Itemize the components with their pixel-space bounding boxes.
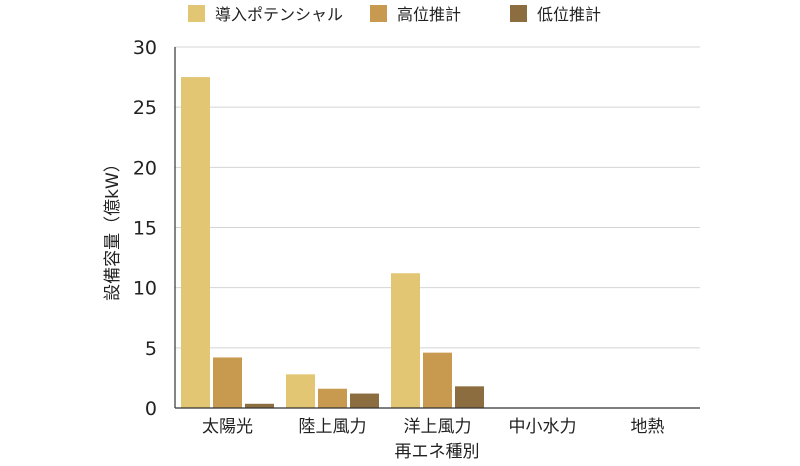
bar [286, 374, 315, 408]
legend-label: 導入ポテンシャル [215, 5, 343, 24]
bar [350, 393, 379, 408]
y-axis-title: 設備容量（億kW） [103, 155, 123, 301]
bar [391, 273, 420, 408]
y-tick-label: 0 [145, 398, 157, 420]
legend-swatch [370, 5, 387, 22]
x-tick-label: 洋上風力 [404, 417, 472, 437]
bar [245, 403, 274, 408]
x-axis-title: 再エネ種別 [395, 442, 480, 462]
bar [181, 77, 210, 408]
x-tick-label: 陸上風力 [299, 417, 367, 437]
y-tick-label: 30 [133, 37, 157, 59]
x-tick-labels: 太陽光 陸上風力 洋上風力 中小水力 地熱 [202, 417, 665, 437]
y-tick-label: 25 [133, 97, 157, 119]
legend-label: 低位推計 [537, 5, 601, 24]
x-tick-label: 地熱 [631, 417, 665, 437]
x-tick-label: 太陽光 [202, 417, 253, 437]
bar [423, 352, 452, 408]
bar [318, 388, 347, 408]
legend: 導入ポテンシャル 高位推計 低位推計 [188, 5, 601, 24]
legend-swatch [510, 5, 527, 22]
y-tick-label: 5 [145, 338, 157, 360]
bar [213, 357, 242, 408]
x-tick-label: 中小水力 [509, 417, 577, 437]
legend-swatch [188, 5, 205, 22]
y-tick-label: 15 [133, 218, 157, 240]
legend-label: 高位推計 [397, 5, 461, 24]
y-tick-label: 20 [133, 157, 157, 179]
bar [455, 386, 484, 408]
y-tick-labels: 0 5 10 15 20 25 30 [133, 37, 157, 420]
grid-lines [175, 46, 700, 349]
y-tick-label: 10 [133, 278, 157, 300]
bars [181, 77, 694, 408]
